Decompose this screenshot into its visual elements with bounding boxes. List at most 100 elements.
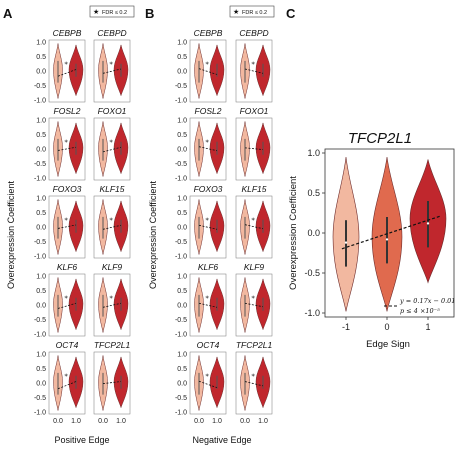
- facet-title: KLF6: [57, 262, 78, 272]
- y-tick-label: -0.5: [34, 239, 46, 246]
- fit-line: [198, 224, 218, 230]
- y-tick-label: -1.0: [175, 254, 187, 261]
- facet-oct4: OCT4 * 1.0 0.5 0.0 -0.5 -1.0 0.0 1.0: [175, 340, 227, 425]
- facet-title: FOXO3: [53, 184, 82, 194]
- y-tick-label: 0.5: [36, 132, 46, 139]
- y-tick-label: 0.5: [177, 288, 187, 295]
- y-tick-label: -0.5: [175, 239, 187, 246]
- y-tick-label: -1.0: [175, 332, 187, 339]
- panel-c-fit-line: [341, 215, 441, 250]
- fit-line: [102, 224, 122, 230]
- facet-title: FOXO1: [240, 106, 269, 116]
- fit-line: [57, 69, 77, 77]
- facet-title: KLF15: [99, 184, 124, 194]
- facet-klf6: KLF6 * 1.0 0.5 0.0 -0.5 -1.0: [34, 262, 86, 339]
- panel-c-violins: [332, 156, 447, 312]
- fit-line: [198, 380, 218, 389]
- facet-cebpd: CEBPD *: [93, 28, 131, 103]
- fdr-star: *: [251, 217, 255, 225]
- facet-klf15: KLF15 *: [235, 184, 273, 259]
- y-axis-label-b: Overexpression Coefficient: [148, 181, 158, 289]
- panel-c-equation: y = 0.17x − 0.01: [399, 297, 455, 305]
- facet-title: CEBPD: [239, 28, 268, 38]
- y-tick-label: 0.5: [177, 210, 187, 217]
- fit-line: [198, 302, 218, 308]
- facet-title: KLF9: [244, 262, 265, 272]
- facet-tfcp2l1: TFCP2L1 0.0 1.0: [93, 340, 131, 425]
- y-tick-label: 1.0: [36, 196, 46, 203]
- y-tick-label: 0.0: [36, 147, 46, 154]
- x-tick-label: 0.0: [98, 418, 108, 425]
- x-tick-label: 0: [384, 322, 389, 332]
- fdr-star: *: [64, 217, 68, 225]
- violin-median-0: [385, 238, 389, 241]
- x-tick-label: 1.0: [71, 418, 81, 425]
- facet-foxo1: FOXO1: [235, 106, 273, 181]
- y-tick-label: -1.0: [175, 98, 187, 105]
- panel-label-c: C: [286, 6, 296, 21]
- x-tick-label: -1: [342, 322, 350, 332]
- violin-median-1: [426, 222, 430, 225]
- y-tick-label: -1.0: [34, 410, 46, 417]
- facet-title: TFCP2L1: [94, 340, 131, 350]
- fit-line: [198, 68, 218, 75]
- fdr-star: *: [251, 373, 255, 381]
- facet-title: FOXO3: [194, 184, 223, 194]
- x-tick-label: 1.0: [116, 418, 126, 425]
- facet-klf15: KLF15 *: [93, 184, 131, 259]
- facet-title: KLF15: [241, 184, 266, 194]
- y-tick-label: 0.0: [36, 69, 46, 76]
- y-tick-label: -1.0: [34, 176, 46, 183]
- y-axis-label-a: Overexpression Coefficient: [6, 181, 16, 289]
- fit-line: [244, 224, 264, 230]
- fdr-star: *: [64, 295, 68, 303]
- fdr-star: *: [109, 61, 113, 69]
- panel-c-ticks: 1.0 0.5 0.0 -0.5 -1.0 -1 0 1: [304, 148, 430, 332]
- facet-title: FOXO1: [98, 106, 127, 116]
- facet-foxo1: FOXO1 *: [93, 106, 131, 181]
- y-tick-label: 0.5: [177, 366, 187, 373]
- x-axis-label-a: Positive Edge: [54, 435, 109, 445]
- y-tick-label: -0.5: [34, 83, 46, 90]
- fit-line: [102, 68, 122, 74]
- y-tick-label: 0.0: [177, 381, 187, 388]
- y-tick-label: -0.5: [175, 395, 187, 402]
- facet-title: FOSL2: [54, 106, 81, 116]
- fit-line: [57, 146, 77, 151]
- violin-grid-a: CEBPB * 1.0 0.5 0.0 -0.5 -1.0 CEBPD * FOSL2 * 1.0 0.…: [34, 28, 131, 425]
- y-tick-label: 1.0: [36, 274, 46, 281]
- fdr-star: *: [251, 295, 255, 303]
- y-tick-label: 0.0: [177, 69, 187, 76]
- y-tick-label: -1.0: [34, 332, 46, 339]
- x-tick-label: 1.0: [258, 418, 268, 425]
- panel-label-a: A: [3, 6, 13, 21]
- y-tick-label: 1.0: [177, 352, 187, 359]
- y-tick-label: 1.0: [36, 352, 46, 359]
- y-tick-label: 0.0: [36, 303, 46, 310]
- facet-title: OCT4: [56, 340, 79, 350]
- facet-title: CEBPD: [97, 28, 126, 38]
- y-tick-label: -0.5: [175, 83, 187, 90]
- legend-star-icon: ★: [233, 8, 239, 16]
- x-tick-label: 1.0: [212, 418, 222, 425]
- y-tick-label: 0.5: [177, 54, 187, 61]
- fit-line: [244, 302, 264, 308]
- facet-fosl2: FOSL2 * 1.0 0.5 0.0 -0.5 -1.0: [34, 106, 86, 183]
- x-axis-label-b: Negative Edge: [192, 435, 251, 445]
- y-axis-label-c: Overexpression Coefficient: [288, 176, 299, 290]
- facet-title: KLF9: [102, 262, 123, 272]
- facet-title: OCT4: [197, 340, 220, 350]
- fdr-star: *: [109, 139, 113, 147]
- y-tick-label: 0.0: [177, 303, 187, 310]
- x-tick-label: 0.0: [240, 418, 250, 425]
- facet-cebpb: CEBPB * 1.0 0.5 0.0 -0.5 -1.0: [175, 28, 227, 105]
- x-tick-label: 1: [425, 322, 430, 332]
- y-tick-label: -0.5: [304, 268, 320, 278]
- y-tick-label: 0.5: [307, 188, 320, 198]
- y-tick-label: -1.0: [34, 254, 46, 261]
- facet-fosl2: FOSL2 * 1.0 0.5 0.0 -0.5 -1.0: [175, 106, 227, 183]
- facet-title: TFCP2L1: [236, 340, 273, 350]
- y-tick-label: 0.0: [36, 381, 46, 388]
- x-tick-label: 0.0: [53, 418, 63, 425]
